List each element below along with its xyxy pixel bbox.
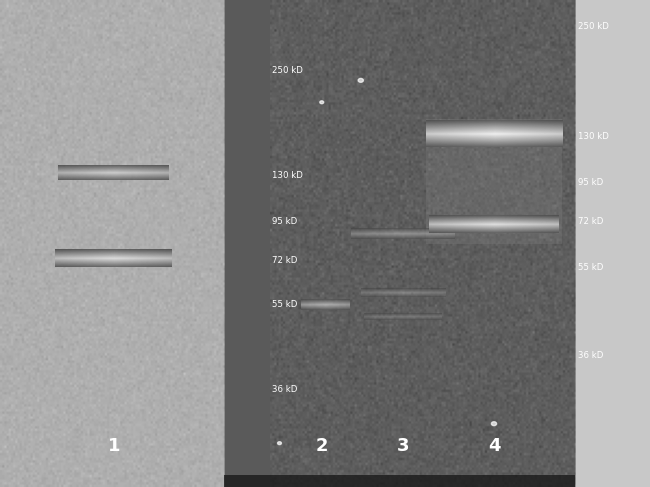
Text: 55 kD: 55 kD <box>272 300 298 309</box>
Bar <box>224 0 270 487</box>
Text: 95 kD: 95 kD <box>272 217 298 226</box>
Text: 36 kD: 36 kD <box>578 351 603 360</box>
Text: 250 kD: 250 kD <box>272 66 303 75</box>
Text: 3: 3 <box>396 437 410 454</box>
Circle shape <box>320 101 324 104</box>
Bar <box>0 0 224 487</box>
Text: 36 kD: 36 kD <box>272 385 298 394</box>
Text: 55 kD: 55 kD <box>578 263 603 272</box>
Bar <box>224 475 575 487</box>
Text: 1: 1 <box>107 437 120 454</box>
Text: 95 kD: 95 kD <box>578 178 603 187</box>
Text: 130 kD: 130 kD <box>272 171 303 180</box>
Text: 250 kD: 250 kD <box>578 22 608 31</box>
Bar <box>270 0 575 487</box>
Text: 72 kD: 72 kD <box>578 217 603 226</box>
Bar <box>426 119 562 244</box>
Text: 4: 4 <box>488 437 500 454</box>
Circle shape <box>491 422 497 426</box>
Text: 2: 2 <box>315 437 328 454</box>
Bar <box>575 0 650 487</box>
Text: 130 kD: 130 kD <box>578 132 608 141</box>
Circle shape <box>278 442 281 445</box>
Text: 72 kD: 72 kD <box>272 256 298 265</box>
Circle shape <box>358 78 363 82</box>
